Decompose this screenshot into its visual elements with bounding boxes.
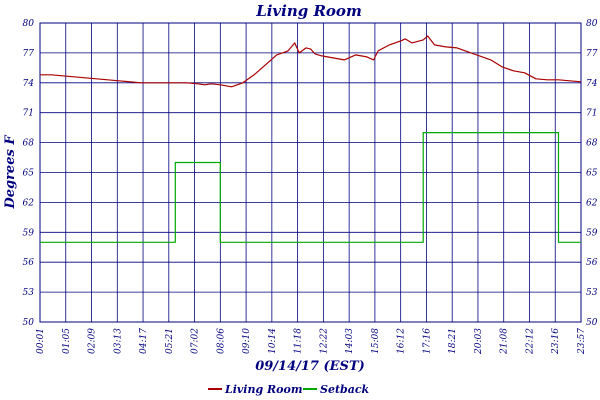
- x-tick-label: 14:03: [345, 328, 355, 354]
- x-ticks: 00:01 01:05 02:09 03:13 04:17 05:21 07:02 08:06…: [36, 328, 587, 355]
- x-tick-label: 10:14: [268, 328, 278, 354]
- series-setback-line: [40, 132, 581, 243]
- y-tick-label-left: 59: [23, 228, 35, 238]
- x-tick-label: 00:01: [36, 328, 46, 354]
- y-tick-label-left: 62: [23, 198, 35, 208]
- y-axis-title: Degrees F: [3, 135, 18, 210]
- y-tick-label-right: 80: [586, 19, 598, 29]
- x-tick-label: 03:13: [113, 328, 123, 354]
- x-tick-label: 12:22: [319, 328, 329, 354]
- x-tick-label: 16:12: [397, 328, 407, 354]
- x-tick-label: 02:09: [88, 328, 98, 354]
- y-tick-label-right: 68: [586, 139, 598, 149]
- x-tick-label: 04:17: [139, 328, 149, 354]
- x-tick-label: 23:16: [551, 328, 561, 355]
- x-tick-label: 07:02: [191, 328, 201, 354]
- legend-label-1: Setback: [320, 383, 370, 396]
- series-living-room-line: [40, 35, 582, 88]
- x-tick-label: 18:21: [448, 328, 458, 354]
- y-tick-label-left: 74: [23, 79, 35, 89]
- y-tick-label-left: 65: [23, 169, 35, 179]
- x-tick-label: 05:21: [165, 328, 175, 354]
- y-tick-label-left: 56: [23, 258, 35, 268]
- x-tick-label: 08:06: [216, 328, 226, 354]
- x-axis-title: 09/14/17 (EST): [255, 359, 365, 374]
- x-tick-label: 21:08: [500, 328, 510, 355]
- x-tick-label: 17:16: [422, 328, 432, 354]
- y-tick-label-right: 50: [586, 318, 598, 328]
- y-tick-label-left: 53: [23, 288, 35, 298]
- grid: [40, 22, 581, 323]
- x-tick-label: 20:03: [474, 328, 484, 355]
- y-tick-label-right: 53: [586, 288, 598, 298]
- y-ticks-right: 50 53 56 59 62 65 68 71 74 77 80: [586, 19, 598, 328]
- y-tick-label-left: 71: [23, 109, 34, 119]
- y-tick-label-left: 50: [23, 318, 35, 328]
- plot-frame: [39, 22, 582, 323]
- series-layer: [40, 35, 582, 243]
- y-tick-label-right: 71: [586, 109, 597, 119]
- x-tick-label: 11:18: [294, 328, 304, 354]
- x-tick-label: 22:12: [525, 328, 535, 355]
- y-tick-label-right: 77: [586, 49, 598, 59]
- x-tick-label: 01:05: [62, 328, 72, 354]
- y-tick-label-right: 74: [586, 79, 598, 89]
- y-tick-label-right: 62: [586, 198, 598, 208]
- y-tick-label-right: 59: [586, 228, 598, 238]
- y-tick-label-right: 56: [586, 258, 598, 268]
- y-tick-label-right: 65: [586, 169, 598, 179]
- y-tick-label-left: 68: [23, 139, 35, 149]
- legend: Living Room Setback: [208, 383, 370, 396]
- y-tick-label-left: 77: [23, 49, 35, 59]
- y-ticks-left: 50 53 56 59 62 65 68 71 74 77 80: [23, 19, 35, 328]
- y-tick-label-left: 80: [23, 19, 35, 29]
- x-tick-label: 23:57: [577, 328, 587, 355]
- chart-title: Living Room: [255, 2, 362, 20]
- legend-label-0: Living Room: [224, 383, 302, 396]
- x-tick-label: 09:10: [242, 328, 252, 354]
- x-tick-label: 15:08: [371, 328, 381, 354]
